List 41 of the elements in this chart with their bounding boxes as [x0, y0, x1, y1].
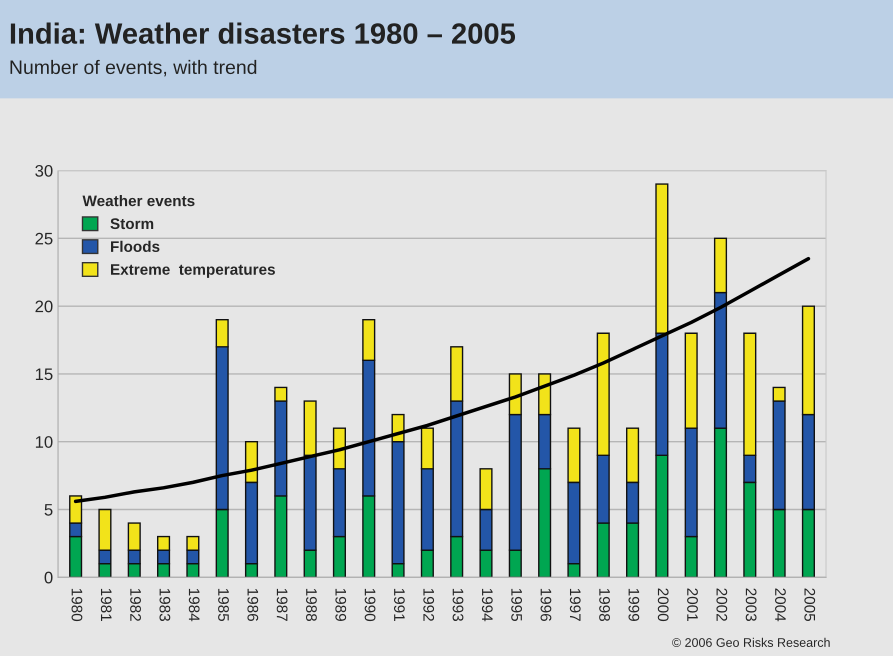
y-tick-label: 10 [36, 436, 53, 448]
x-tick-label: 1992 [423, 588, 434, 621]
y-tick-label: 5 [44, 504, 52, 516]
legend-title: Weather events [82, 195, 195, 206]
x-tick-label: 1986 [247, 588, 258, 622]
x-tick-label: 1982 [130, 588, 141, 621]
y-tick-label: 20 [35, 300, 53, 312]
x-tick-label: 1997 [570, 588, 581, 621]
legend-label: Extreme temperatures [111, 264, 275, 278]
y-tick-label: 15 [36, 368, 52, 380]
x-tick-label: 1989 [335, 588, 346, 621]
x-tick-label: 2004 [775, 588, 786, 622]
line-series [74, 256, 810, 504]
x-tick-label: 1984 [188, 588, 200, 622]
x-tick-label: 1987 [276, 588, 288, 621]
x-tick-label: 1985 [218, 588, 229, 622]
legend-label: Floods [111, 240, 160, 252]
y-tick-label: 0 [44, 572, 53, 584]
x-tick-label: 2005 [804, 588, 816, 622]
x-tick-label: 1994 [482, 588, 493, 622]
y-tick-label: 25 [35, 232, 52, 245]
x-tick-label: 1998 [599, 588, 610, 622]
x-tick-label: 1996 [540, 588, 552, 622]
x-tick-label: 1981 [100, 588, 112, 621]
x-tick-label: 1983 [159, 588, 170, 622]
x-tick-label: 1980 [72, 588, 82, 622]
x-tick-label: 1993 [452, 588, 464, 622]
x-tick-label: 1988 [306, 588, 317, 622]
y-tick-label: 30 [35, 164, 53, 177]
x-tick-label: 1991 [394, 588, 405, 621]
x-tick-label: 1999 [628, 588, 640, 621]
text: © 2006 Geo Risks Research [672, 638, 830, 647]
x-tick-label: 1990 [364, 588, 376, 622]
x-tick-label: 2003 [746, 588, 757, 622]
x-tick-label: 2000 [658, 588, 669, 622]
x-tick-label: 2001 [687, 588, 698, 621]
legend-label: Storm [110, 218, 154, 230]
x-tick-label: 1995 [511, 588, 522, 622]
x-tick-label: 2002 [716, 588, 728, 621]
chart-subtitle: Number of events, with trend [10, 60, 256, 76]
chart-title: India: Weather disasters 1980 – 2005 [10, 22, 516, 44]
